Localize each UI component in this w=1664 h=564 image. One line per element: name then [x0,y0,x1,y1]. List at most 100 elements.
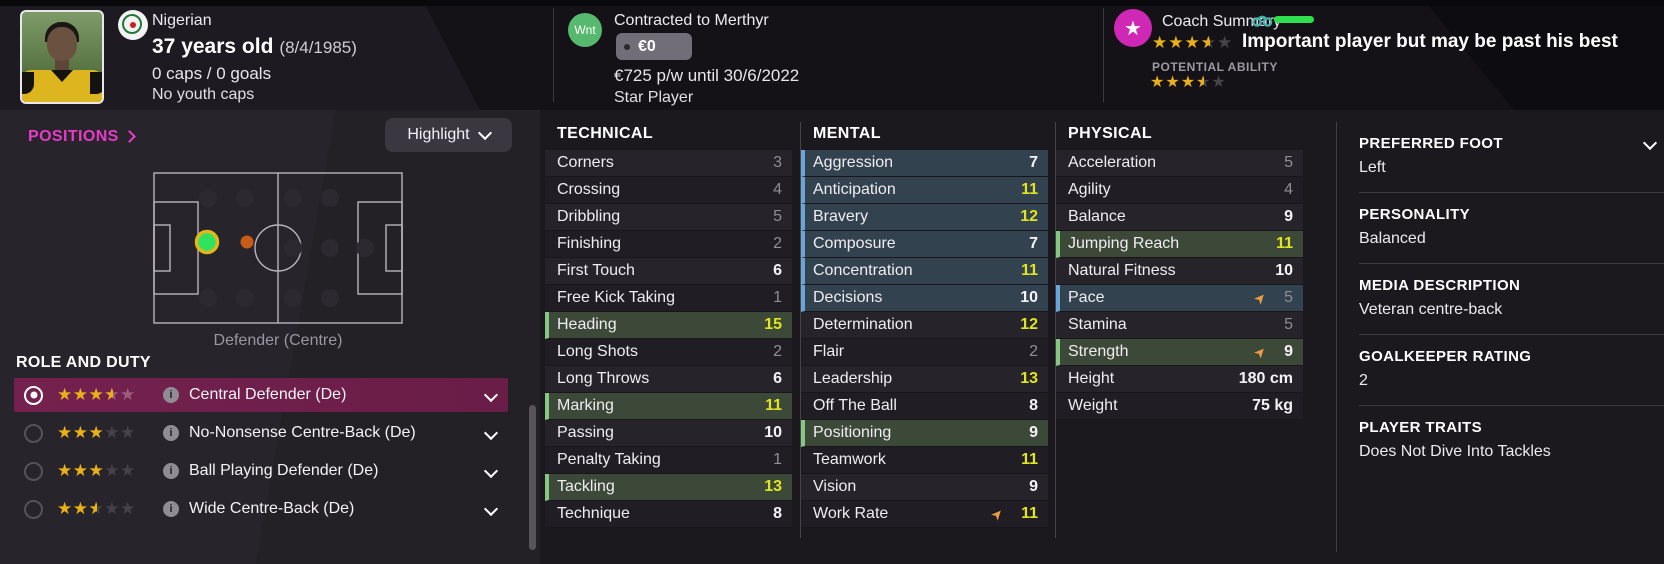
attribute-value-wrap: 2 [773,343,782,361]
attribute-row: Corners 3 [545,150,792,177]
attribute-label: Teamwork [813,451,886,468]
info-icon[interactable] [163,387,179,403]
attribute-value: 10 [764,424,782,441]
attribute-row: Free Kick Taking 1 [545,285,792,312]
role-label: Wide Centre-Back (De) [189,500,355,517]
chevron-down-icon[interactable] [483,425,499,441]
coach-summary-title: Coach Summary [1162,13,1282,30]
attribute-label: Penalty Taking [557,451,661,468]
star-icon: ★ [104,499,120,518]
attribute-row: Stamina 5 [1056,312,1303,339]
attribute-value-wrap: 10 [1275,262,1293,280]
positions-link[interactable]: POSITIONS [28,128,136,146]
attribute-value-wrap: 1 [773,289,782,307]
attribute-label: Balance [1068,208,1126,225]
highlight-dropdown[interactable]: Highlight [385,118,512,152]
chevron-down-icon[interactable] [483,387,499,403]
attribute-value-wrap: 11 [1021,262,1038,280]
current-ability-stars: ★★★★ ★ ★ [1152,33,1233,53]
star-icon: ★ [88,423,105,442]
player-header: Nigerian 37 years old (8/4/1985) 0 caps /… [0,0,1664,110]
attribute-value-wrap: 12 [1020,208,1038,226]
radio-button[interactable] [24,385,43,405]
potential-ability-stars: ★★★★ ★ ★ [1150,72,1227,92]
attribute-value: 8 [1029,397,1038,414]
attribute-label: Agility [1068,181,1111,198]
detail-label: GOALKEEPER RATING [1359,348,1532,365]
star-icon: ★ [72,461,89,480]
role-star-rating: ★★★★★★ [57,385,157,405]
detail-value: Balanced [1359,230,1426,247]
attribute-value: 3 [773,154,782,171]
detail-value: Veteran centre-back [1359,301,1503,318]
attribute-label: Acceleration [1068,154,1157,171]
star-icon: ★ [1211,74,1227,91]
coach-summary-star-icon: ★ [1114,9,1152,47]
radio-button[interactable] [24,499,43,519]
attribute-value: 11 [765,397,782,414]
attribute-row: Decisions 10 [801,285,1048,312]
attribute-row: First Touch 6 [545,258,792,285]
radio-button[interactable] [24,423,43,443]
attribute-row: Off The Ball 8 [801,393,1048,420]
attribute-value-wrap: 10 [764,424,782,442]
attribute-trend-arrow-icon: ➤ [1250,342,1271,362]
attribute-value: 11 [1021,505,1038,522]
details-panel: PREFERRED FOOT Left PERSONALITY Balanced… [1336,122,1664,552]
role-row[interactable]: ★★★★★Ball Playing Defender (De) [14,454,508,488]
attribute-row: Positioning 9 [801,420,1048,447]
attribute-label: Jumping Reach [1068,235,1180,252]
attribute-row: Work Rate ➤ 11 [801,501,1048,528]
detail-label: PERSONALITY [1359,206,1471,223]
star-icon: ★ [72,423,89,442]
attribute-label: Strength [1068,343,1129,360]
attribute-value: 5 [773,208,782,225]
attribute-row: Weight 75 kg [1056,393,1303,420]
star-icon: ★ [1165,74,1181,91]
star-icon: ★ [104,423,120,442]
attribute-row: Leadership 13 [801,366,1048,393]
chevron-right-icon [122,130,136,143]
mental-header: MENTAL [813,125,881,142]
physical-header: PHYSICAL [1068,125,1153,142]
potential-ability-label: POTENTIAL ABILITY [1152,60,1278,74]
star-icon: ★ [1150,74,1166,91]
scouting-knowledge-bar [1274,16,1314,23]
attribute-value: 1 [773,289,782,306]
player-photo [20,10,104,104]
attribute-label: Leadership [813,370,893,387]
attribute-label: Anticipation [813,181,896,198]
technical-header: TECHNICAL [557,125,654,142]
attribute-row: Technique 8 [545,501,792,528]
attribute-label: Flair [813,343,845,360]
attribute-value-wrap: 4 [1284,181,1293,199]
info-icon[interactable] [163,463,179,479]
attribute-row: Tackling 13 [545,474,792,501]
player-age: 37 years old (8/4/1985) [152,35,357,59]
attribute-trend-arrow-icon: ➤ [987,504,1008,524]
nation-crest-icon [118,10,148,40]
radio-button[interactable] [24,461,43,481]
role-row[interactable]: ★★★★★No-Nonsense Centre-Back (De) [14,416,508,450]
attribute-row: Anticipation 11 [801,177,1048,204]
attribute-label: Free Kick Taking [557,289,675,306]
star-icon: ★ [120,385,136,404]
info-icon[interactable] [163,501,179,517]
attribute-label: Weight [1068,397,1118,414]
attribute-row: Strength ➤ 9 [1056,339,1303,366]
wage-line: €725 p/w until 30/6/2022 [614,66,800,85]
attribute-value: 180 cm [1238,370,1293,387]
chevron-down-icon [477,125,492,141]
attribute-value: 10 [1020,289,1038,306]
star-icon: ★ [57,423,73,442]
attribute-value: 11 [1021,262,1038,279]
scrollbar[interactable] [529,405,536,550]
chevron-down-icon[interactable] [483,463,499,479]
role-row[interactable]: ★★★★★★Wide Centre-Back (De) [14,492,508,526]
info-icon[interactable] [163,425,179,441]
attribute-label: Natural Fitness [1068,262,1176,279]
attribute-value: 1 [773,451,782,468]
role-row[interactable]: ★★★★★★Central Defender (De) [14,378,508,412]
attribute-label: Aggression [813,154,894,171]
chevron-down-icon[interactable] [483,501,499,517]
